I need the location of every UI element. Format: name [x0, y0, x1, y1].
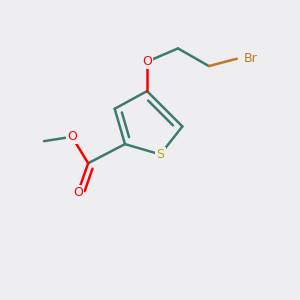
Text: S: S: [156, 148, 164, 161]
Text: Br: Br: [244, 52, 258, 65]
Text: O: O: [142, 55, 152, 68]
Text: O: O: [67, 130, 77, 143]
Text: O: O: [73, 186, 83, 199]
